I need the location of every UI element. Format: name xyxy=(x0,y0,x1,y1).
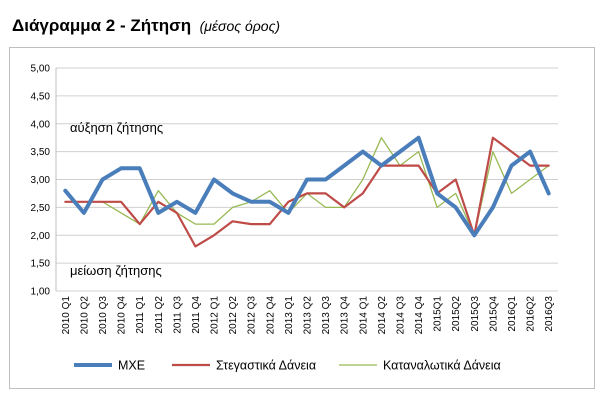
chart-subtitle: (μέσος όρος) xyxy=(199,18,281,34)
x-tick-label: 2011 Q2 xyxy=(154,296,165,334)
x-tick-label: 2014 Q1 xyxy=(358,296,369,335)
y-tick-label: 2,00 xyxy=(31,231,51,242)
x-tick-label: 2016Q1 xyxy=(507,296,518,332)
y-tick-label: 2,50 xyxy=(31,203,51,214)
line-chart: 1,00 1,50 2,00 2,50 3,00 3,50 4,00 4,50 5,00 201… xyxy=(31,64,558,373)
y-tick-label: 4,00 xyxy=(31,119,51,130)
y-tick-label: 1,50 xyxy=(31,259,51,270)
y-tick-label: 3,00 xyxy=(31,175,51,186)
x-tick-label: 2010 Q3 xyxy=(98,296,109,335)
x-tick-label: 2012 Q3 xyxy=(247,296,258,335)
chart-title-row: Διάγραμμα 2 - Ζήτηση (μέσος όρος) xyxy=(12,16,280,36)
x-tick-label: 2011 Q3 xyxy=(172,296,183,334)
y-tick-label: 3,50 xyxy=(31,147,51,158)
x-tick-label: 2013 Q3 xyxy=(321,296,332,335)
y-tick-labels: 1,00 1,50 2,00 2,50 3,00 3,50 4,00 4,50 5,00 xyxy=(31,64,51,298)
series-lines xyxy=(63,135,551,248)
y-tick-label: 1,00 xyxy=(31,287,51,298)
series-line-1 xyxy=(63,135,551,238)
x-tick-labels: 2010 Q1 2010 Q2 2010 Q3 2010 Q4 2011 Q1 2011 … xyxy=(61,296,555,335)
annotation-decrease: μείωση ζήτησης xyxy=(70,263,162,278)
x-tick-label: 2012 Q1 xyxy=(210,296,221,335)
x-tick-label: 2013 Q4 xyxy=(340,296,351,335)
x-tick-label: 2012 Q2 xyxy=(228,296,239,335)
x-tick-label: 2015Q1 xyxy=(433,296,444,332)
x-tick-label: 2015Q2 xyxy=(451,296,462,332)
y-tick-label: 4,50 xyxy=(31,91,51,102)
x-tick-label: 2011 Q4 xyxy=(191,296,202,334)
legend: ΜΧΕ Στεγαστικά Δάνεια Καταναλωτικά Δάνεια xyxy=(74,359,501,373)
legend-label: Καταναλωτικά Δάνεια xyxy=(383,359,501,373)
chart-title: Διάγραμμα 2 - Ζήτηση xyxy=(12,16,192,35)
x-tick-label: 2012 Q4 xyxy=(265,296,276,335)
x-tick-label: 2010 Q4 xyxy=(117,296,128,335)
x-tick-label: 2011 Q1 xyxy=(135,296,146,334)
x-tick-label: 2014 Q3 xyxy=(395,296,406,335)
legend-label: Στεγαστικά Δάνεια xyxy=(216,359,316,373)
x-tick-label: 2014 Q4 xyxy=(414,296,425,335)
x-tick-label: 2010 Q1 xyxy=(61,296,72,335)
x-tick-label: 2015Q4 xyxy=(488,296,499,332)
x-tick-label: 2010 Q2 xyxy=(79,296,90,335)
x-tick-label: 2013 Q2 xyxy=(303,296,314,335)
series-line-2 xyxy=(64,136,550,248)
y-tick-label: 5,00 xyxy=(31,64,51,75)
legend-label: ΜΧΕ xyxy=(118,359,145,373)
x-tick-label: 2014 Q2 xyxy=(377,296,388,335)
chart-frame: 1,00 1,50 2,00 2,50 3,00 3,50 4,00 4,50 5,00 201… xyxy=(9,47,595,389)
annotation-increase: αύξηση ζήτησης xyxy=(70,120,163,135)
x-tick-label: 2016Q3 xyxy=(544,296,555,332)
x-tick-label: 2016Q2 xyxy=(526,296,537,332)
x-tick-label: 2013 Q1 xyxy=(284,296,295,335)
x-tick-label: 2015Q3 xyxy=(470,296,481,332)
